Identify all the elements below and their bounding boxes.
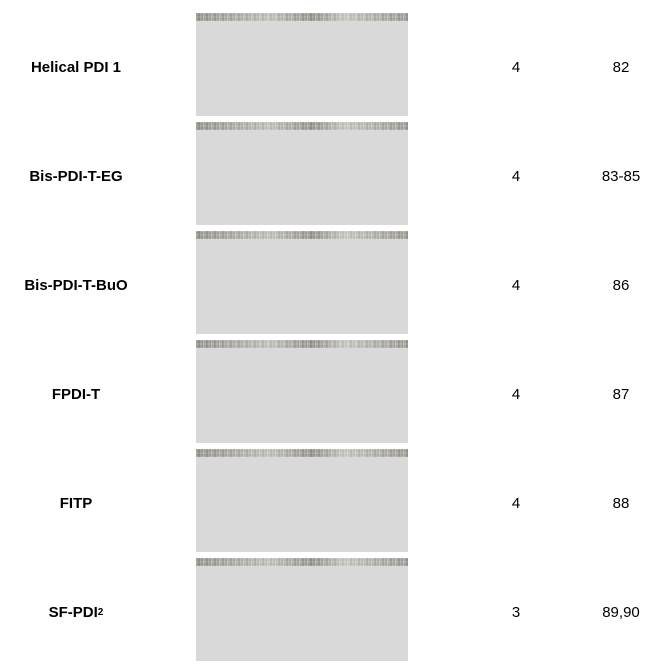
compound-name: SF-PDI 2	[48, 604, 104, 621]
compound-name: Helical PDI 1	[30, 59, 122, 76]
compound-table: Helical PDI 1 4 82 Bis-PDI-T-EG 4 83-85 …	[0, 13, 651, 667]
compound-reference: 88	[612, 495, 630, 512]
structure-image	[196, 558, 408, 661]
structure-image	[196, 231, 408, 334]
table-row: FPDI-T 4 87	[0, 340, 651, 449]
compound-count: 4	[511, 277, 521, 294]
compound-reference: 83-85	[601, 168, 641, 185]
compound-reference: 82	[612, 59, 630, 76]
compound-name: FPDI-T	[51, 386, 101, 403]
structure-image	[196, 449, 408, 552]
structure-image	[196, 340, 408, 443]
compound-count: 3	[511, 604, 521, 621]
compound-name: Bis-PDI-T-EG	[29, 168, 123, 185]
compound-name: FITP	[59, 495, 93, 512]
table-row: FITP 4 88	[0, 449, 651, 558]
structure-image-header	[196, 340, 408, 348]
table-row: Helical PDI 1 4 82	[0, 13, 651, 122]
structure-image-header	[196, 13, 408, 21]
structure-image-header	[196, 449, 408, 457]
compound-count: 4	[511, 168, 521, 185]
table-row: Bis-PDI-T-EG 4 83-85	[0, 122, 651, 231]
compound-count: 4	[511, 495, 521, 512]
structure-image-header	[196, 122, 408, 130]
compound-name: Bis-PDI-T-BuO	[24, 277, 128, 294]
compound-reference: 86	[612, 277, 630, 294]
structure-image-header	[196, 231, 408, 239]
table-row: Bis-PDI-T-BuO 4 86	[0, 231, 651, 340]
structure-image	[196, 122, 408, 225]
compound-reference: 87	[612, 386, 630, 403]
table-row: SF-PDI 2 3 89,90	[0, 558, 651, 667]
compound-count: 4	[511, 386, 521, 403]
structure-image	[196, 13, 408, 116]
structure-image-header	[196, 558, 408, 566]
compound-count: 4	[511, 59, 521, 76]
compound-reference: 89,90	[602, 604, 640, 621]
